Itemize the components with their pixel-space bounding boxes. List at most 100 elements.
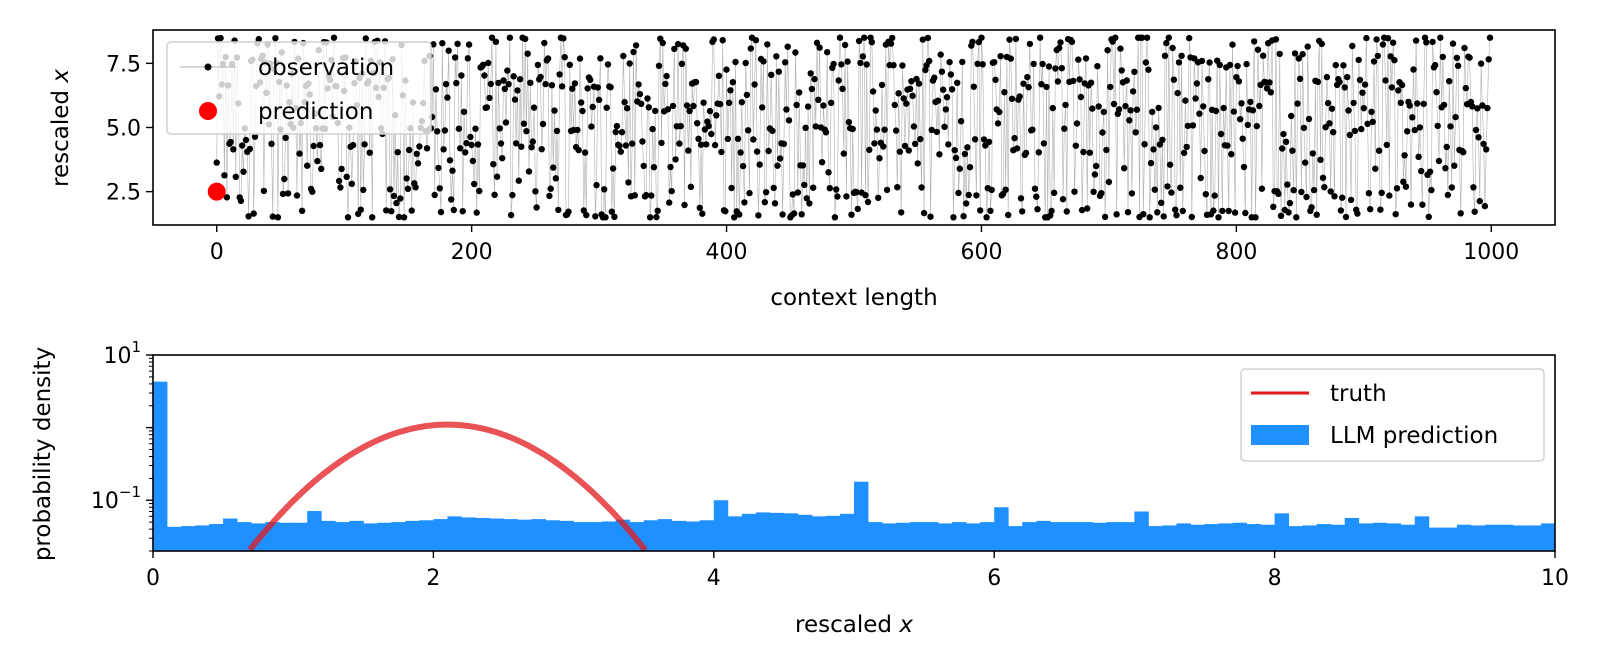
observation-point bbox=[349, 141, 357, 149]
observation-point bbox=[739, 162, 747, 170]
histogram-bar bbox=[587, 522, 603, 551]
observation-point bbox=[587, 76, 594, 84]
observation-point bbox=[876, 155, 883, 162]
observation-point bbox=[1378, 189, 1385, 196]
observation-point bbox=[1132, 129, 1139, 136]
observation-point bbox=[905, 147, 912, 154]
observation-point bbox=[237, 197, 245, 204]
observation-point bbox=[773, 53, 780, 60]
observation-point bbox=[1305, 115, 1313, 123]
observation-point bbox=[898, 209, 905, 216]
histogram-bar bbox=[461, 517, 476, 551]
observation-point bbox=[588, 123, 595, 130]
observation-point bbox=[878, 81, 886, 89]
observation-point bbox=[666, 199, 673, 206]
observation-point bbox=[1210, 207, 1217, 214]
observation-point bbox=[361, 141, 368, 148]
observation-point bbox=[648, 192, 655, 199]
observation-point bbox=[1059, 196, 1067, 203]
histogram-bar bbox=[1316, 524, 1332, 551]
observation-point bbox=[441, 127, 449, 134]
observation-point bbox=[1094, 62, 1101, 70]
observation-point bbox=[1063, 208, 1071, 215]
observation-point bbox=[1198, 57, 1206, 65]
observation-point bbox=[1104, 47, 1111, 54]
observation-point bbox=[1447, 123, 1454, 130]
observation-point bbox=[1258, 185, 1266, 192]
observation-point bbox=[518, 143, 525, 150]
observation-point bbox=[1367, 206, 1374, 213]
observation-point bbox=[889, 34, 896, 42]
histogram-bar bbox=[1050, 522, 1065, 551]
histogram-bar bbox=[924, 522, 939, 551]
observation-point bbox=[1472, 126, 1480, 134]
histogram-bar bbox=[769, 512, 785, 551]
observation-point bbox=[1242, 209, 1249, 217]
legend-truth-label: truth bbox=[1330, 381, 1387, 407]
observation-point bbox=[542, 80, 549, 88]
observation-point bbox=[646, 214, 654, 221]
observation-point bbox=[344, 214, 352, 221]
observation-point bbox=[966, 164, 974, 171]
observation-point bbox=[1029, 126, 1036, 133]
observation-point bbox=[446, 157, 454, 164]
observation-point bbox=[770, 184, 777, 192]
observation-point bbox=[1103, 146, 1110, 154]
legend-llm-prediction-swatch bbox=[1251, 425, 1309, 445]
observation-point bbox=[844, 58, 851, 65]
observation-point bbox=[973, 192, 980, 199]
observation-point bbox=[227, 138, 234, 146]
observation-point bbox=[1364, 120, 1371, 128]
observation-point bbox=[453, 79, 460, 87]
observation-point bbox=[565, 208, 572, 215]
observation-point bbox=[1101, 213, 1109, 221]
observation-point bbox=[1179, 207, 1187, 215]
observation-point bbox=[729, 79, 737, 86]
observation-point bbox=[1346, 131, 1354, 139]
observation-point bbox=[1020, 80, 1027, 87]
observation-point bbox=[1339, 194, 1346, 201]
observation-point bbox=[1442, 165, 1449, 172]
observation-point bbox=[472, 125, 479, 132]
observation-point bbox=[1331, 193, 1338, 200]
histogram-bar bbox=[489, 518, 504, 551]
observation-point bbox=[640, 162, 647, 170]
observation-point bbox=[513, 140, 520, 147]
observation-point bbox=[397, 195, 404, 202]
observation-point bbox=[963, 200, 970, 207]
observation-point bbox=[1158, 199, 1165, 206]
histogram-bar bbox=[517, 519, 532, 551]
observation-point bbox=[927, 213, 934, 220]
histogram-bar bbox=[209, 524, 224, 551]
observation-point bbox=[440, 146, 447, 153]
observation-point bbox=[871, 140, 878, 147]
observation-point bbox=[732, 58, 739, 66]
observation-point bbox=[239, 142, 246, 149]
observation-point bbox=[843, 193, 850, 200]
observation-point bbox=[1177, 184, 1184, 191]
observation-point bbox=[910, 123, 918, 130]
observation-point bbox=[738, 99, 745, 106]
observation-point bbox=[682, 45, 689, 52]
observation-point bbox=[1460, 149, 1467, 156]
observation-point bbox=[1138, 34, 1146, 41]
histogram-bar bbox=[377, 522, 392, 551]
observation-point bbox=[1107, 83, 1114, 91]
observation-point bbox=[635, 81, 642, 88]
observation-point bbox=[731, 214, 738, 221]
top-x-tick-label: 0 bbox=[210, 240, 224, 265]
observation-point bbox=[395, 213, 403, 221]
observation-point bbox=[272, 35, 279, 42]
observation-point bbox=[607, 84, 614, 91]
observation-point bbox=[1127, 107, 1134, 114]
observation-point bbox=[1328, 105, 1336, 112]
observation-point bbox=[957, 118, 965, 125]
histogram-bar bbox=[980, 522, 995, 551]
observation-point bbox=[896, 148, 904, 155]
observation-point bbox=[994, 120, 1002, 127]
observation-point bbox=[1089, 105, 1096, 112]
observation-point bbox=[705, 122, 712, 130]
observation-point bbox=[1356, 76, 1364, 84]
observation-point bbox=[281, 175, 288, 183]
observation-point bbox=[1206, 59, 1213, 66]
